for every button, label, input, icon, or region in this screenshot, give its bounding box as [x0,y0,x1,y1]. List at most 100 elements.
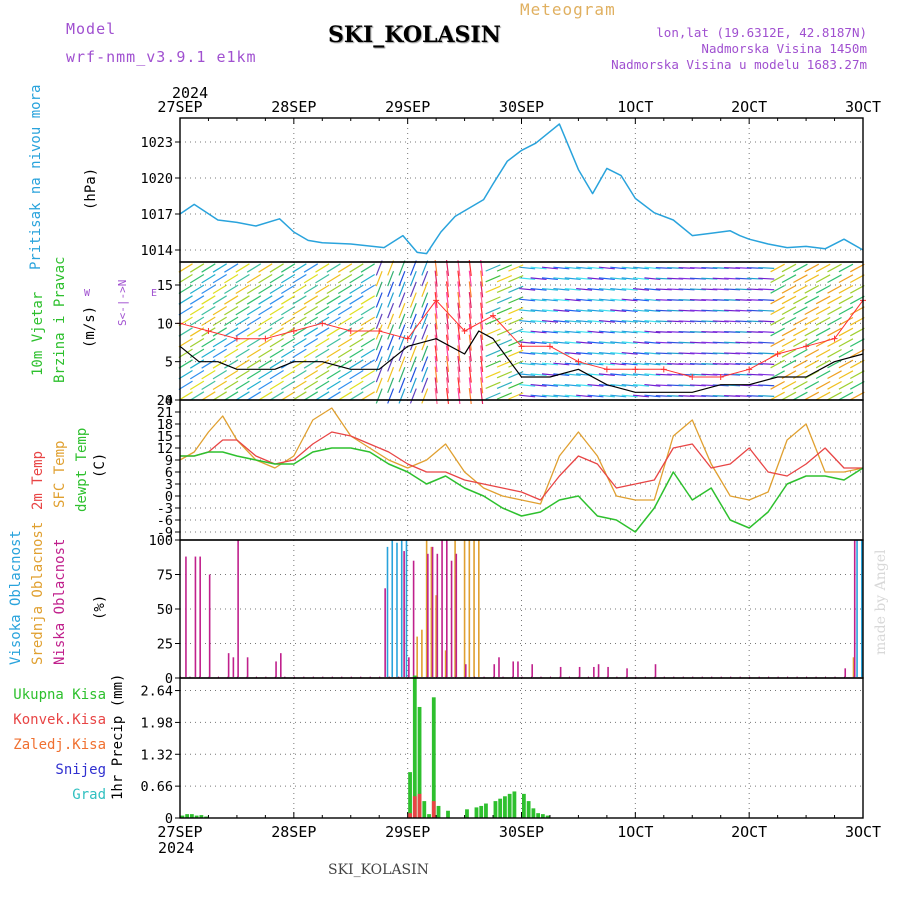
total-precip-bar [194,815,199,818]
wind-arrow [375,302,383,319]
wind-arrow [360,369,375,380]
wind-arrow [838,370,854,380]
wind-arrow [827,316,842,326]
wind-arrow [360,316,375,327]
total-precip-bar [189,814,194,818]
time-label-top: 27SEP [157,98,202,116]
wind-arrow [212,305,227,316]
wind-arrow [258,337,273,348]
wind-arrow [303,348,319,359]
wind-arrow [758,299,775,301]
wind-arrow [530,298,547,302]
wind-arrow [850,370,865,380]
wind-arrow [770,295,785,305]
total-precip-bar [479,805,484,818]
wind-arrow [804,284,820,294]
wind-arrow [621,319,638,323]
wind-arrow [224,391,239,401]
wind-arrow [621,309,638,313]
wind-arrow [315,337,330,348]
wind-arrow [758,277,775,280]
wind-arrow [804,295,820,305]
wind-arrow [793,284,808,294]
wind-arrow [530,351,547,355]
wind-arrow [621,362,638,366]
wind-arrow [781,316,797,326]
wind-arrow [189,316,205,327]
wind-arrow [434,259,438,277]
wind-arrow [457,387,461,405]
wind-arrow [303,284,319,295]
wind-arrow [598,287,615,291]
y-tick-label: 1017 [140,207,173,223]
wind-arrow [587,394,604,398]
model-elevation-label: Nadmorska Visina u modelu 1683.27m [611,57,867,72]
y-tick-label: 21 [157,405,173,421]
wind-arrow [337,327,353,337]
wind-arrow [553,373,570,377]
wind-arrow [621,266,638,270]
wind-arrow [793,391,808,401]
wind-arrow [224,327,239,337]
wind-gust-marker [319,320,326,327]
wind-arrow [804,316,820,326]
wind-arrow [269,391,284,401]
total-precip-bar [512,791,517,818]
wind-arrow [189,305,205,316]
wind-arrow [457,313,461,330]
wind-arrow [553,394,570,398]
wind-gust-marker [376,328,383,334]
wind-arrow [519,362,536,366]
wind-arrow [387,292,395,308]
total-precip-bar [498,798,503,818]
wind-arrow [519,394,536,398]
wind-arrow [621,383,638,387]
time-label-top: 30SEP [499,98,544,116]
y-tick-label: 1023 [140,135,173,151]
wind-arrow [235,359,250,369]
wind-arrow [235,284,250,295]
wind-gust-marker [262,335,269,342]
wind-arrow [258,316,273,327]
wind-arrow [387,313,395,330]
wind-arrow [827,348,842,358]
wind-arrow [587,383,604,387]
wind-arrow [793,327,808,337]
wind-arrow [326,316,341,327]
wind-arrow [269,305,284,316]
wind-arrow [292,295,307,305]
wind-arrow [781,306,797,316]
precip-legend-snow: Snijeg [55,762,106,778]
wind-arrow [387,377,395,394]
wind-arrow [770,284,785,294]
wind-arrow [530,330,547,334]
wind-arrow [496,370,513,379]
wind-arrow [349,380,364,391]
wind-arrow [541,298,558,302]
wind-arrow [758,395,775,397]
wind-arrow [850,316,865,326]
wind-arrow [269,348,284,359]
wind-arrow [269,295,284,305]
wind-arrow [315,359,330,369]
wind-arrow [793,295,808,305]
wind-arrow [621,287,638,291]
wind-arrow [189,295,205,305]
wind-arrow [758,363,775,365]
wind-arrow [189,380,205,391]
wind-arrow [598,277,615,281]
wind-arrow [189,359,205,369]
time-label-bottom: 2OCT [731,823,767,841]
wind-gust-marker [603,366,610,373]
wind-arrow [189,369,205,380]
wind-arrow [258,348,273,359]
y-tick-label: 1020 [140,171,173,187]
wind-arrow [434,366,438,383]
year-bottom-label: 2024 [158,839,195,857]
wind-arrow [758,352,775,355]
wind-gust-marker [233,335,240,342]
wind-arrow [292,305,307,316]
wind-arrow [644,362,661,366]
wind-arrow [770,306,785,316]
wind-arrow [621,298,638,302]
